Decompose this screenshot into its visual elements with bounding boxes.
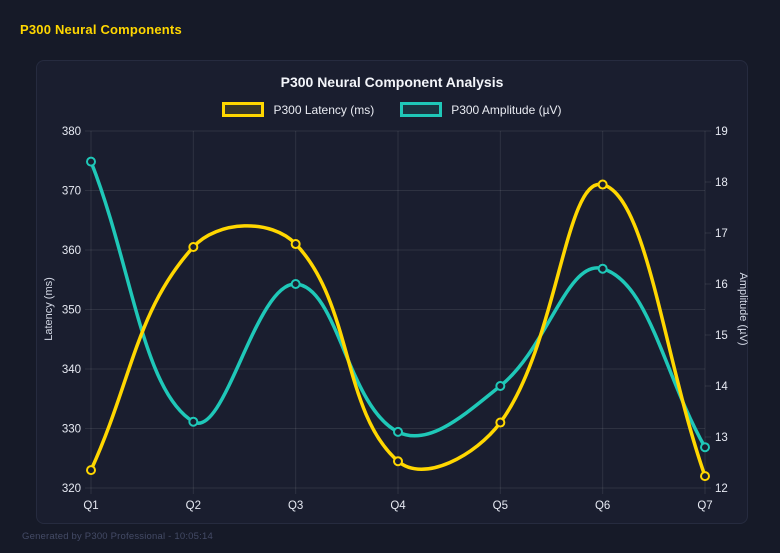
data-point	[495, 417, 506, 428]
svg-text:370: 370	[62, 186, 81, 198]
svg-text:340: 340	[62, 364, 81, 376]
latency-swatch-icon	[222, 102, 265, 117]
data-point	[86, 465, 96, 476]
svg-text:Q4: Q4	[390, 500, 406, 512]
data-point	[393, 426, 403, 437]
chart-title: P300 Neural Component Analysis	[280, 74, 504, 90]
data-point	[393, 456, 403, 467]
svg-text:14: 14	[715, 381, 728, 393]
svg-text:18: 18	[715, 177, 728, 189]
svg-text:320: 320	[62, 483, 81, 495]
data-point	[188, 416, 199, 427]
right-axis-title: Amplitude (µV)	[737, 272, 749, 346]
left-axis-title: Latency (ms)	[43, 277, 55, 341]
svg-text:12: 12	[715, 483, 728, 495]
chart-card: P300 Neural Component Analysis P300 Late…	[36, 60, 749, 524]
data-point	[700, 442, 710, 453]
svg-text:Q1: Q1	[83, 500, 98, 512]
svg-text:Q2: Q2	[186, 500, 201, 512]
svg-text:360: 360	[62, 245, 81, 257]
series-1	[86, 156, 710, 453]
series-0	[86, 179, 710, 482]
legend-label-amplitude: P300 Amplitude (µV)	[451, 102, 562, 117]
data-point	[597, 263, 608, 274]
svg-text:13: 13	[715, 432, 728, 444]
data-point	[290, 279, 301, 289]
svg-text:16: 16	[715, 279, 728, 291]
legend-label-latency: P300 Latency (ms)	[273, 102, 375, 117]
svg-text:19: 19	[715, 126, 728, 138]
svg-text:Q5: Q5	[493, 500, 508, 512]
footer-text: Generated by P300 Professional - 10:05:1…	[22, 531, 213, 542]
svg-text:380: 380	[62, 126, 81, 138]
data-point	[188, 242, 199, 253]
data-point	[290, 239, 301, 250]
gridlines	[85, 130, 711, 494]
svg-text:Q7: Q7	[697, 500, 712, 512]
tick-labels: 320 330 340 350 360 370 380 12 13 14 15 16 17 18 19 Q1 Q…	[62, 126, 729, 512]
legend-item-amplitude[interactable]: P300 Amplitude (µV)	[400, 102, 562, 117]
page-title: P300 Neural Components	[20, 22, 182, 37]
amplitude-swatch-icon	[400, 102, 443, 117]
data-point	[597, 179, 608, 190]
svg-text:15: 15	[715, 330, 728, 342]
svg-text:Q6: Q6	[595, 500, 610, 512]
data-point	[700, 471, 710, 482]
svg-text:Q3: Q3	[288, 500, 303, 512]
plot-svg: 320 330 340 350 360 370 380 12 13 14 15 16 17 18 19 Q1 Q…	[62, 126, 729, 512]
legend-item-latency[interactable]: P300 Latency (ms)	[222, 102, 374, 117]
data-point	[495, 381, 506, 391]
data-point	[86, 156, 96, 167]
svg-text:330: 330	[62, 424, 81, 436]
svg-text:350: 350	[62, 305, 81, 317]
chart-legend: P300 Latency (ms) P300 Amplitude (µV)	[37, 102, 747, 117]
svg-text:17: 17	[715, 228, 728, 240]
